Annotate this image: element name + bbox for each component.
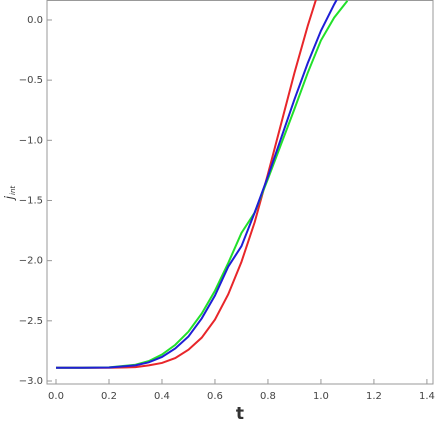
- y-tick-label: −0.5: [19, 75, 43, 86]
- x-tick-label: 1.0: [313, 391, 329, 402]
- x-tick-label: 1.4: [419, 391, 435, 402]
- y-label-sub: int: [9, 186, 17, 195]
- x-tick-label: 0.6: [207, 391, 223, 402]
- x-tick-label: 0.0: [48, 391, 64, 402]
- y-axis-label: j int: [3, 186, 18, 202]
- x-axis-label: t: [236, 404, 244, 424]
- y-tick-label: −1.0: [19, 135, 43, 146]
- x-tick-label: 0.8: [260, 391, 276, 402]
- line-series: [56, 0, 338, 369]
- x-tick-label: 0.2: [101, 391, 117, 402]
- plot-frame: [46, 0, 434, 385]
- plot-area: [56, 0, 349, 369]
- y-tick-label: −2.0: [19, 256, 43, 267]
- y-tick-label: −1.5: [19, 195, 43, 206]
- y-tick-label: −2.5: [19, 316, 43, 327]
- x-tick-label: 0.4: [154, 391, 170, 402]
- y-tick-label: 0.0: [27, 15, 43, 26]
- x-tick-label: 1.2: [366, 391, 382, 402]
- y-label-main: j: [3, 195, 17, 201]
- line-series: [56, 0, 349, 369]
- y-tick-label: −3.0: [19, 376, 43, 387]
- line-series: [56, 0, 317, 369]
